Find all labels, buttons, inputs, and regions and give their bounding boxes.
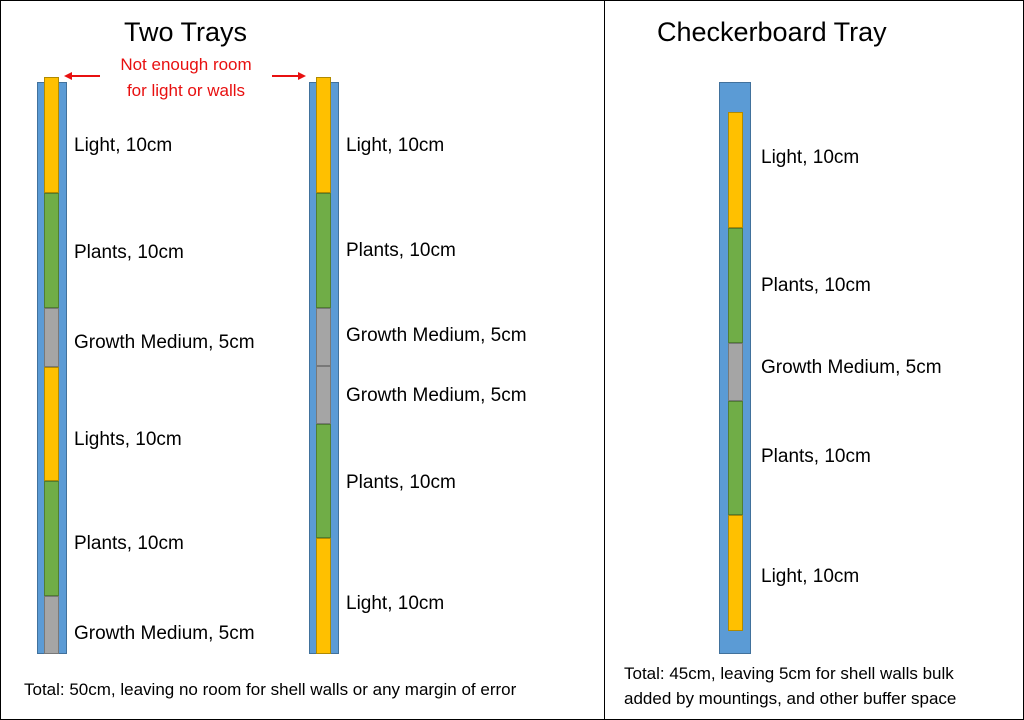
- checkerboard-segment-light: [728, 112, 743, 228]
- warning-line-2: for light or walls: [126, 81, 246, 100]
- tray-1-label-plants-2: Plants, 10cm: [74, 533, 184, 554]
- warning-arrow-left-icon: [64, 72, 72, 80]
- two-trays-title: Two Trays: [124, 17, 248, 47]
- tray-1-label-medium-2: Growth Medium, 5cm: [74, 623, 255, 644]
- warning-arrow-left-line: [70, 75, 100, 77]
- checkerboard-label-plants-2: Plants, 10cm: [761, 446, 871, 467]
- tray-2-segment-light: [316, 77, 331, 193]
- checkerboard-label-light: Light, 10cm: [761, 147, 860, 168]
- two-trays-total-note: Total: 50cm, leaving no room for shell w…: [24, 680, 517, 699]
- tray-2-label-light-2: Light, 10cm: [346, 593, 445, 614]
- tray-2-label-light: Light, 10cm: [346, 135, 445, 156]
- tray-1-segment-plants-2: [44, 481, 59, 596]
- checkerboard-label-medium: Growth Medium, 5cm: [761, 357, 942, 378]
- tray-1-segment-plants: [44, 193, 59, 308]
- checkerboard-segment-light-2: [728, 515, 743, 631]
- tray-1-segment-light-2: [44, 367, 59, 481]
- tray-1-segment-light: [44, 77, 59, 193]
- checkerboard-label-light-2: Light, 10cm: [761, 566, 860, 587]
- tray-1-label-lights: Lights, 10cm: [74, 429, 182, 450]
- tray-1-label-medium: Growth Medium, 5cm: [74, 332, 255, 353]
- checkerboard-tray-title: Checkerboard Tray: [657, 17, 887, 47]
- checkerboard-total-line-1: Total: 45cm, leaving 5cm for shell walls…: [624, 664, 954, 683]
- tray-2-label-plants-2: Plants, 10cm: [346, 472, 456, 493]
- tray-2-segment-plants: [316, 193, 331, 308]
- checkerboard-label-plants: Plants, 10cm: [761, 275, 871, 296]
- checkerboard-total-line-2: added by mountings, and other buffer spa…: [624, 689, 957, 708]
- tray-2-segment-light-2: [316, 538, 331, 654]
- checkerboard-segment-medium: [728, 343, 743, 401]
- tray-2-label-plants: Plants, 10cm: [346, 240, 456, 261]
- panel-divider: [604, 0, 605, 720]
- tray-2-label-medium: Growth Medium, 5cm: [346, 325, 527, 346]
- warning-arrow-right-icon: [298, 72, 306, 80]
- tray-1-label-light: Light, 10cm: [74, 135, 173, 156]
- checkerboard-segment-plants-2: [728, 401, 743, 515]
- tray-2-label-medium-2: Growth Medium, 5cm: [346, 385, 527, 406]
- tray-2-segment-medium-2: [316, 366, 331, 424]
- tray-1-segment-medium: [44, 308, 59, 367]
- checkerboard-segment-plants: [728, 228, 743, 343]
- tray-2-segment-plants-2: [316, 424, 331, 538]
- checkerboard-total-note: Total: 45cm, leaving 5cm for shell walls…: [624, 661, 956, 711]
- tray-1-label-plants: Plants, 10cm: [74, 242, 184, 263]
- tray-1-segment-medium-2: [44, 596, 59, 654]
- warning-arrow-right-line: [272, 75, 300, 77]
- tray-2-segment-medium: [316, 308, 331, 366]
- warning-line-1: Not enough room: [120, 55, 252, 74]
- not-enough-room-warning: Not enough room for light or walls: [96, 52, 276, 104]
